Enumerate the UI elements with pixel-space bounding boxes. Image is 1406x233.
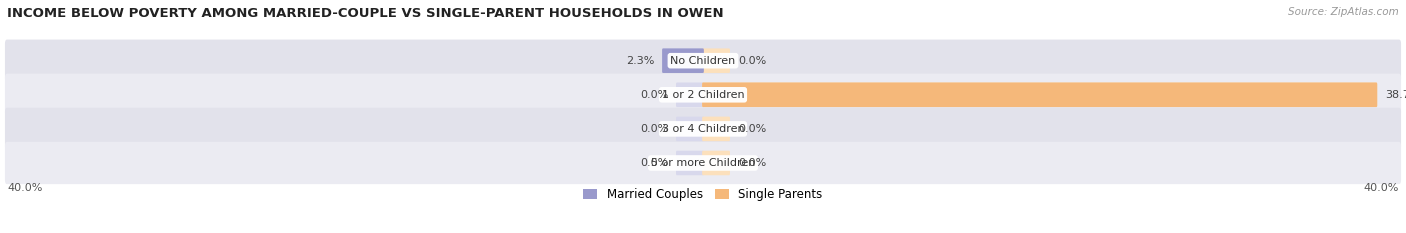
- FancyBboxPatch shape: [676, 116, 704, 141]
- Text: INCOME BELOW POVERTY AMONG MARRIED-COUPLE VS SINGLE-PARENT HOUSEHOLDS IN OWEN: INCOME BELOW POVERTY AMONG MARRIED-COUPL…: [7, 7, 724, 20]
- FancyBboxPatch shape: [662, 48, 704, 73]
- Text: 0.0%: 0.0%: [738, 124, 766, 134]
- FancyBboxPatch shape: [676, 151, 704, 175]
- Text: 1 or 2 Children: 1 or 2 Children: [662, 90, 744, 100]
- FancyBboxPatch shape: [6, 74, 1400, 116]
- FancyBboxPatch shape: [702, 48, 730, 73]
- Text: 0.0%: 0.0%: [640, 90, 668, 100]
- FancyBboxPatch shape: [702, 82, 1378, 107]
- Text: 40.0%: 40.0%: [1364, 183, 1399, 193]
- FancyBboxPatch shape: [6, 108, 1400, 150]
- Legend: Married Couples, Single Parents: Married Couples, Single Parents: [583, 188, 823, 201]
- Text: 40.0%: 40.0%: [7, 183, 42, 193]
- Text: Source: ZipAtlas.com: Source: ZipAtlas.com: [1288, 7, 1399, 17]
- FancyBboxPatch shape: [6, 40, 1400, 82]
- FancyBboxPatch shape: [676, 82, 704, 107]
- Text: 38.7%: 38.7%: [1385, 90, 1406, 100]
- Text: 5 or more Children: 5 or more Children: [651, 158, 755, 168]
- FancyBboxPatch shape: [702, 151, 730, 175]
- FancyBboxPatch shape: [662, 48, 704, 73]
- Text: 0.0%: 0.0%: [640, 158, 668, 168]
- Text: 0.0%: 0.0%: [738, 158, 766, 168]
- FancyBboxPatch shape: [702, 82, 1378, 107]
- FancyBboxPatch shape: [6, 142, 1400, 184]
- Text: 0.0%: 0.0%: [738, 56, 766, 66]
- Text: 2.3%: 2.3%: [626, 56, 654, 66]
- Text: No Children: No Children: [671, 56, 735, 66]
- Text: 0.0%: 0.0%: [640, 124, 668, 134]
- Text: 3 or 4 Children: 3 or 4 Children: [662, 124, 744, 134]
- FancyBboxPatch shape: [702, 116, 730, 141]
